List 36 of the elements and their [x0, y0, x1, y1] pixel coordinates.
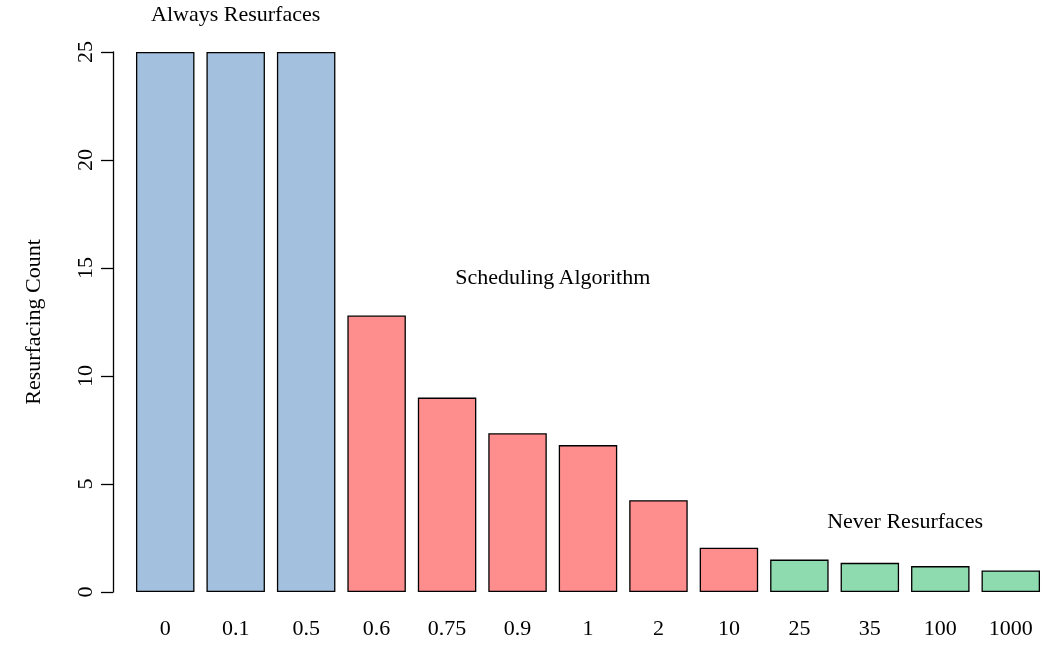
- y-tick-label: 25: [71, 41, 97, 63]
- bar: [558, 445, 618, 592]
- x-tick-label: 10: [717, 614, 740, 640]
- x-tick-label: 100: [923, 614, 957, 640]
- bar: [840, 562, 900, 592]
- bar: [135, 52, 195, 592]
- bar: [699, 547, 759, 592]
- x-tick-label: 0.5: [292, 614, 320, 640]
- x-tick-label: 0.9: [503, 614, 532, 640]
- bar: [206, 52, 265, 592]
- bar: [417, 397, 477, 592]
- bar: [981, 570, 1041, 592]
- x-tick-label: 0.6: [362, 614, 391, 640]
- text: Always Resurfaces: [151, 0, 321, 26]
- x-tick-label: 0.75: [427, 614, 467, 640]
- annotation: Never Resurfaces: [827, 508, 983, 534]
- x-tick-label: 0.1: [221, 614, 250, 640]
- x-tick-label: 0: [159, 614, 171, 640]
- bar: [347, 315, 406, 592]
- x-tick-label: 35: [858, 614, 881, 640]
- x-tick-label: 25: [788, 614, 811, 640]
- bar: [911, 566, 970, 592]
- y-tick-label: 0: [71, 586, 97, 598]
- x-tick-label: 1: [582, 614, 594, 640]
- bar: [488, 433, 547, 592]
- y-tick-label: 15: [71, 257, 97, 279]
- y-axis-title: Resurfacing Count: [19, 239, 45, 405]
- y-tick-label: 20: [71, 149, 97, 171]
- y-tick-label: 5: [71, 478, 97, 490]
- y-tick-label: 10: [71, 365, 97, 387]
- x-tick-label: 2: [652, 614, 664, 640]
- bar: [276, 52, 336, 592]
- annotation: Scheduling Algorithm: [455, 264, 651, 290]
- bar: [770, 559, 829, 592]
- x-tick-label: 1000: [988, 614, 1033, 640]
- bar: [629, 500, 688, 592]
